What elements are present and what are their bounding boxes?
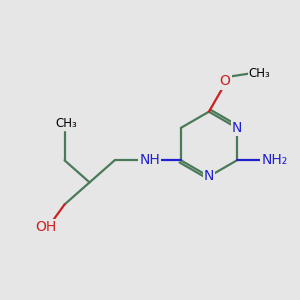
Text: N: N	[232, 121, 242, 135]
Text: NH: NH	[140, 153, 160, 167]
Text: O: O	[220, 74, 230, 88]
Text: CH₃: CH₃	[55, 117, 77, 130]
Text: NH₂: NH₂	[262, 153, 288, 167]
Text: N: N	[204, 169, 214, 184]
Text: OH: OH	[35, 220, 56, 234]
Text: CH₃: CH₃	[249, 67, 270, 80]
